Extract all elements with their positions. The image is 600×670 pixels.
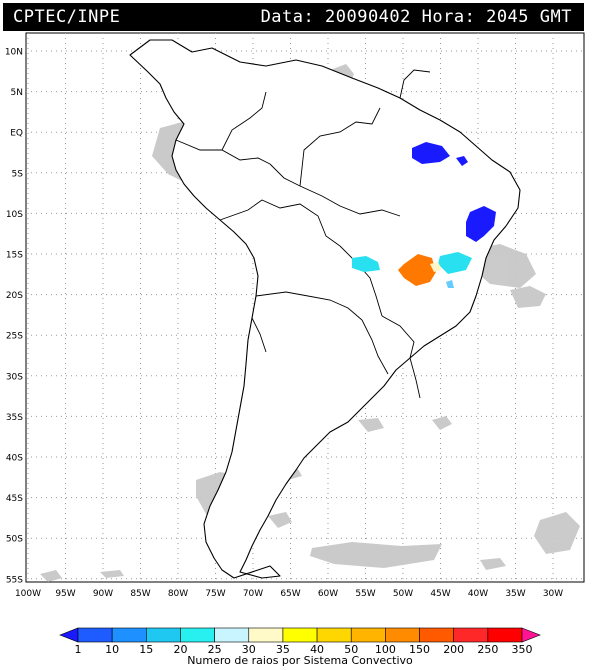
legend-swatch <box>59 627 79 643</box>
legend-tick-label: 350 <box>512 643 533 656</box>
timestamp: Data: 20090402 Hora: 2045 GMT <box>261 7 572 27</box>
legend-swatch <box>487 627 523 643</box>
legend-swatch <box>248 627 284 643</box>
legend-tick-label: 20 <box>173 643 187 656</box>
storm-cell-minas-blue <box>446 280 454 288</box>
color-legend: 1 10 15 20 25 30 35 40 50 100 150 200 250 350 <box>59 627 541 656</box>
legend-tick-label: 100 <box>375 643 396 656</box>
legend-tick-label: 10 <box>105 643 119 656</box>
lon-label: 40W <box>468 589 488 599</box>
date-value: 20090402 <box>325 7 411 27</box>
legend-tick-label: 40 <box>310 643 324 656</box>
legend-swatch <box>453 627 489 643</box>
lat-label: 45S <box>6 494 23 504</box>
storm-cell-minas-cyan <box>438 252 472 274</box>
lat-label: 35S <box>6 413 23 423</box>
storm-cell-minas-yellow <box>430 262 442 272</box>
legend-tick-label: 150 <box>409 643 430 656</box>
lat-label: 20S <box>6 291 23 301</box>
legend-swatch <box>77 627 113 643</box>
lon-label: 35W <box>505 589 525 599</box>
lat-label: 5N <box>11 88 23 98</box>
legend-caption: Numero de raios por Sistema Convectivo <box>187 654 413 667</box>
legend-tick-label: 15 <box>139 643 153 656</box>
lat-label: 25S <box>6 332 23 342</box>
lon-label: 90W <box>93 589 113 599</box>
hour-value: 2045 <box>486 7 530 27</box>
title-bar: CPTEC/INPE Data: 20090402 Hora: 2045 GMT <box>3 3 584 31</box>
lat-label: 10N <box>5 48 23 58</box>
lon-label: 85W <box>130 589 150 599</box>
lat-label: 55S <box>6 575 23 585</box>
date-label: Data: <box>260 7 315 27</box>
storm-cell-north <box>412 142 450 164</box>
legend-swatch <box>111 627 147 643</box>
lon-label: 80W <box>168 589 188 599</box>
lon-label: 60W <box>318 589 338 599</box>
lat-label: 10S <box>6 210 23 220</box>
lat-label: 30S <box>6 372 23 382</box>
legend-swatch <box>521 627 541 643</box>
lon-label: 95W <box>55 589 75 599</box>
agency-label: CPTEC/INPE <box>13 7 121 27</box>
legend-swatch <box>146 627 181 643</box>
legend-tick-label: 30 <box>242 643 256 656</box>
country-borders <box>175 69 431 399</box>
legend-swatch <box>282 627 318 643</box>
lon-label: 75W <box>205 589 225 599</box>
timezone-label: GMT <box>539 7 572 27</box>
lon-label: 65W <box>280 589 300 599</box>
longitude-labels: 100W 95W 90W 85W 80W 75W 70W 65W 60W 55W 50W 45W 40W… <box>15 589 563 599</box>
storm-cell-minas-orange <box>398 254 436 286</box>
lat-label: 15S <box>6 251 23 261</box>
legend-swatch <box>214 627 250 643</box>
lon-label: 30W <box>543 589 563 599</box>
legend-swatch <box>419 627 454 643</box>
lon-label: 45W <box>430 589 450 599</box>
lat-label: EQ <box>10 129 23 139</box>
lon-label: 55W <box>355 589 375 599</box>
latitude-labels: 10N 5N EQ 5S 10S 15S 20S 25S 30S 35S 40S 45S 50S 55S <box>5 48 23 586</box>
legend-swatch <box>350 627 386 643</box>
storm-cell-goias-cyan <box>352 256 380 272</box>
legend-swatch <box>180 627 215 643</box>
hour-label: Hora: <box>421 7 476 27</box>
lat-label: 50S <box>6 535 23 545</box>
legend-tick-label: 250 <box>477 643 498 656</box>
legend-tick-label: 1 <box>75 643 82 656</box>
lat-label: 5S <box>12 169 24 179</box>
lon-label: 100W <box>15 589 41 599</box>
storm-cell-north-east <box>456 156 468 166</box>
storm-cells <box>352 142 496 288</box>
legend-tick-label: 25 <box>208 643 222 656</box>
legend-tick-label: 200 <box>443 643 464 656</box>
south-america-coastline <box>129 39 521 579</box>
legend-tick-label: 35 <box>276 643 290 656</box>
legend-swatch <box>385 627 420 643</box>
legend-swatch <box>316 627 352 643</box>
lon-label: 50W <box>393 589 413 599</box>
lon-label: 70W <box>243 589 263 599</box>
legend-tick-label: 50 <box>344 643 358 656</box>
lat-label: 40S <box>6 454 23 464</box>
storm-cell-bahia <box>466 206 496 242</box>
